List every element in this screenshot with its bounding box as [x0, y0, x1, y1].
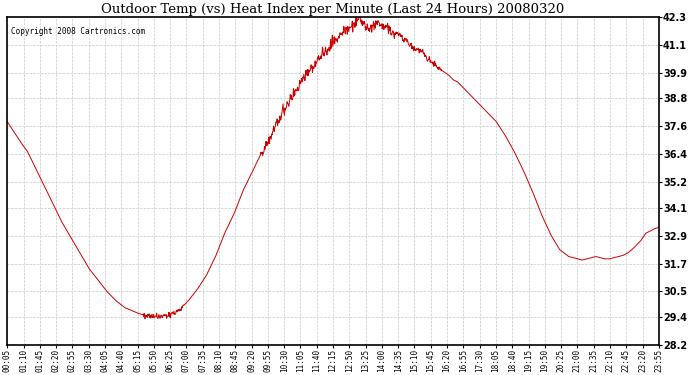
Text: Copyright 2008 Cartronics.com: Copyright 2008 Cartronics.com	[10, 27, 145, 36]
Title: Outdoor Temp (vs) Heat Index per Minute (Last 24 Hours) 20080320: Outdoor Temp (vs) Heat Index per Minute …	[101, 3, 564, 16]
